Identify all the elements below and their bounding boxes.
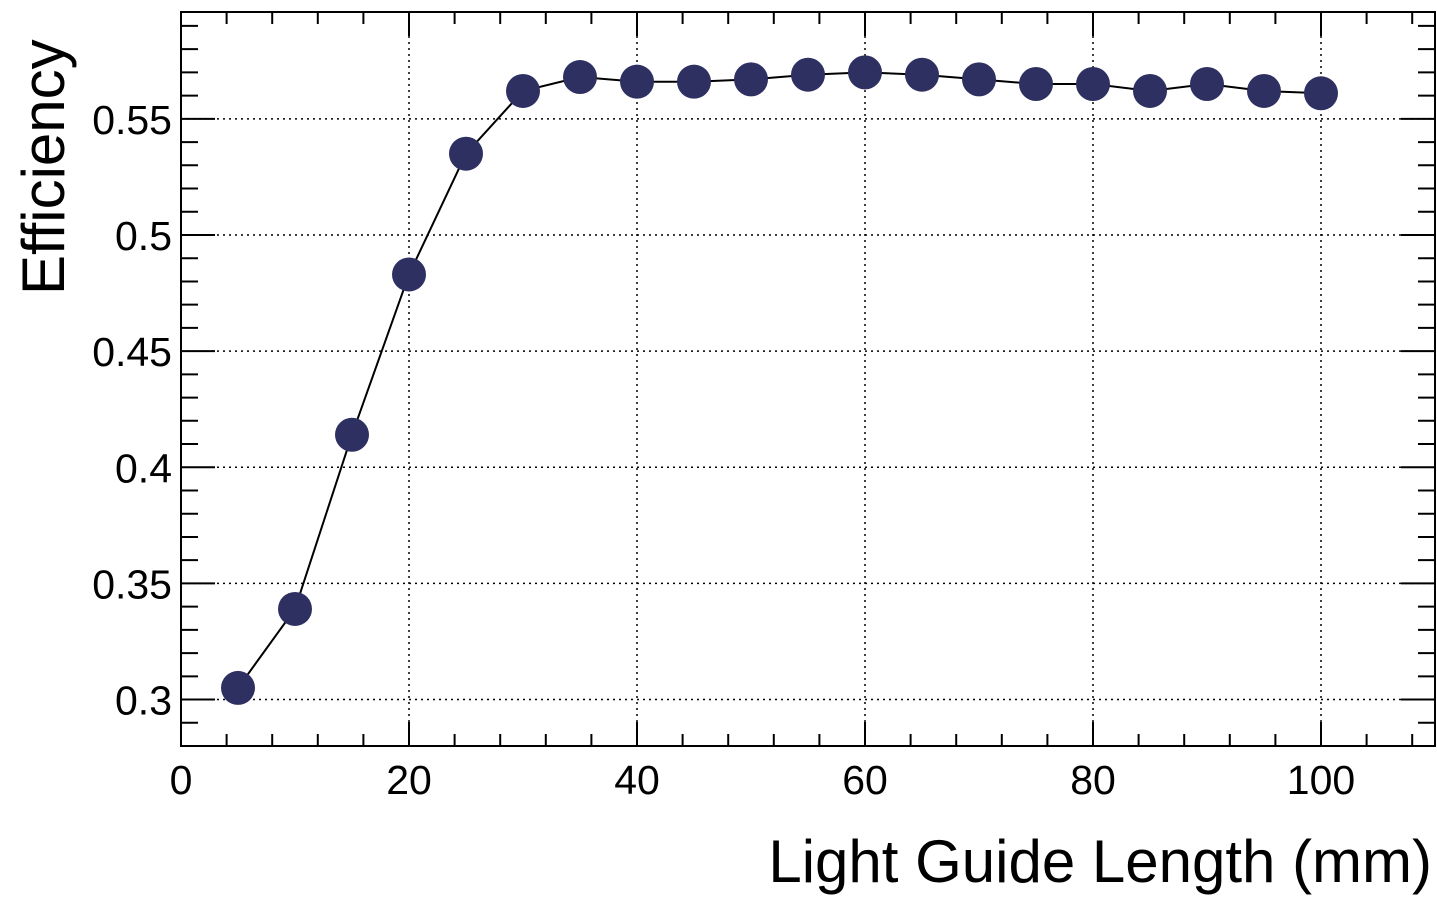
y-tick-label: 0.4: [115, 445, 172, 491]
data-point: [620, 64, 654, 99]
x-tick-labels: 0 20 40 60 80 100: [170, 757, 1356, 803]
data-point: [1247, 73, 1281, 108]
y-axis-title: Efficiency: [10, 39, 77, 295]
data-point: [962, 62, 996, 97]
y-tick-label: 0.45: [92, 329, 172, 375]
x-tick-label: 100: [1287, 757, 1355, 803]
data-point: [848, 55, 882, 90]
data-point: [335, 417, 369, 452]
data-point: [392, 257, 426, 292]
y-tick-label: 0.5: [115, 213, 172, 259]
data-point: [278, 591, 312, 626]
y-tick-label: 0.3: [115, 678, 172, 724]
data-point: [677, 64, 711, 99]
x-tick-label: 80: [1070, 757, 1116, 803]
data-point: [506, 73, 540, 108]
x-tick-label: 0: [170, 757, 193, 803]
x-tick-label: 40: [614, 757, 660, 803]
data-point: [1019, 67, 1053, 102]
x-tick-label: 20: [386, 757, 432, 803]
data-point: [221, 670, 255, 705]
grid: [181, 12, 1435, 746]
data-point: [905, 57, 939, 92]
data-point: [1190, 67, 1224, 102]
axis-ticks: [180, 12, 1435, 747]
data-point: [1304, 76, 1338, 111]
x-tick-label: 60: [842, 757, 888, 803]
data-points: [221, 55, 1338, 705]
data-point: [563, 60, 597, 95]
data-point: [449, 136, 483, 171]
plot-frame: [180, 11, 1436, 747]
y-tick-label: 0.55: [92, 97, 172, 143]
y-tick-labels: 0.3 0.35 0.4 0.45 0.5 0.55: [92, 97, 172, 724]
data-point: [1133, 73, 1167, 108]
data-point: [1076, 67, 1110, 102]
data-point: [791, 57, 825, 92]
y-tick-label: 0.35: [92, 561, 172, 607]
x-axis-title: Light Guide Length (mm): [768, 828, 1432, 895]
data-point: [734, 62, 768, 97]
